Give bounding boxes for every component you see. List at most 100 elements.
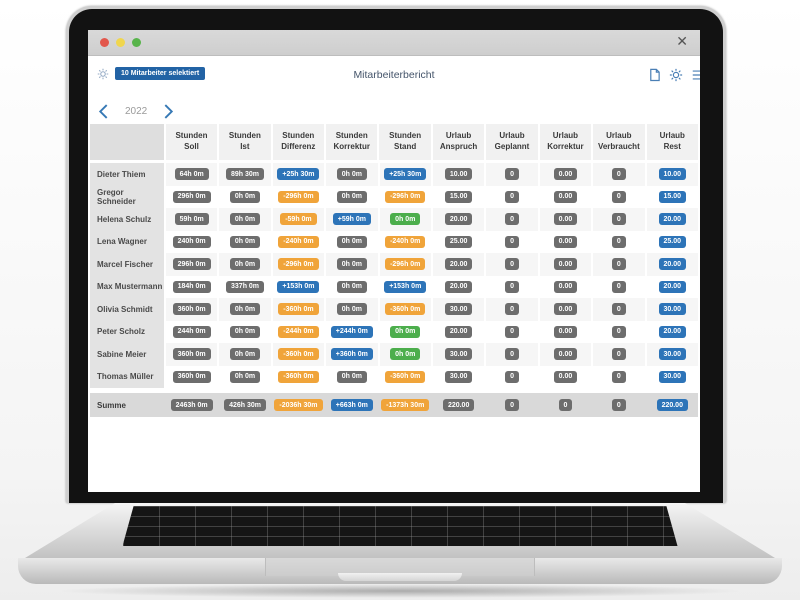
table-row[interactable]: Peter Scholz 244h 0m 0h 0m -244h 0m +244h 0m… — [90, 320, 698, 343]
app-window: ✕ 10 Mitarbeiter selektiert Mitarbeiterb… — [88, 30, 700, 492]
maximize-traffic-light[interactable] — [132, 38, 141, 47]
value-cell: 0h 0m — [219, 298, 271, 321]
value-cell: 0h 0m — [379, 343, 431, 366]
value-cell: -240h 0m — [379, 230, 431, 253]
value-badge: 0 — [558, 399, 573, 411]
settings-gear-icon-left[interactable] — [97, 68, 109, 80]
value-cell: 30.00 — [432, 298, 485, 321]
selected-employees-badge[interactable]: 10 Mitarbeiter selektiert — [115, 67, 206, 80]
value-cell: 64h 0m — [165, 163, 218, 186]
table-row[interactable]: Thomas Müller 360h 0m 0h 0m -360h 0m 0h 0m -3… — [90, 365, 698, 388]
laptop-shadow — [55, 584, 745, 598]
value-badge: 0 — [505, 303, 520, 316]
table-header-row: Stunden Soll Stunden Ist Stunden Differenz Stu… — [90, 124, 698, 160]
settings-gear-icon-right[interactable] — [669, 68, 683, 82]
value-badge: 0 — [505, 399, 520, 411]
value-cell: -360h 0m — [379, 365, 431, 388]
list-menu-icon[interactable] — [691, 68, 700, 82]
table-summary: Summe 2463h 0m 426h 30m -2036h 30m +663h 0m -… — [90, 393, 698, 417]
value-badge: 64h 0m — [174, 168, 209, 181]
table-row[interactable]: Max Mustermann 184h 0m 337h 0m +153h 0m 0h 0… — [90, 275, 698, 298]
value-badge: 0h 0m — [336, 370, 367, 383]
value-badge: -296h 0m — [385, 190, 426, 203]
value-badge: -240h 0m — [385, 235, 426, 248]
value-badge: -59h 0m — [280, 213, 317, 226]
value-cell: 0 — [593, 253, 645, 276]
value-badge: 0 — [611, 280, 626, 293]
close-traffic-light[interactable] — [100, 38, 109, 47]
value-badge: +59h 0m — [332, 213, 371, 226]
value-cell: 30.00 — [646, 343, 698, 366]
value-cell: 426h 30m — [219, 393, 271, 417]
table-row[interactable]: Sabine Meier 360h 0m 0h 0m -360h 0m +360h 0m… — [90, 343, 698, 366]
value-badge: +25h 30m — [277, 168, 320, 181]
value-badge: -240h 0m — [278, 235, 319, 248]
value-badge: 0h 0m — [229, 258, 261, 271]
value-badge: 0.00 — [553, 168, 578, 181]
value-cell: -360h 0m — [272, 343, 325, 366]
employee-name: Olivia Schmidt — [90, 298, 164, 321]
value-cell: 0h 0m — [326, 365, 378, 388]
value-cell: 0 — [486, 320, 538, 343]
copy-report-icon[interactable] — [648, 67, 661, 82]
table-row[interactable]: Olivia Schmidt 360h 0m 0h 0m -360h 0m 0h 0m -… — [90, 298, 698, 321]
laptop-keyboard-deck — [25, 503, 775, 558]
value-badge: 0 — [611, 168, 626, 181]
value-cell: 220.00 — [432, 393, 485, 417]
value-cell: -296h 0m — [379, 253, 431, 276]
value-badge: 0h 0m — [336, 235, 367, 248]
value-cell: 0 — [486, 163, 538, 186]
value-cell: 0 — [486, 185, 538, 208]
previous-year-chevron-icon[interactable] — [98, 103, 109, 119]
value-cell: 0 — [593, 393, 645, 417]
value-badge: 0 — [611, 258, 626, 271]
value-badge: 0.00 — [553, 190, 578, 203]
table-row[interactable]: Gregor Schneider 296h 0m 0h 0m -296h 0m 0h 0… — [90, 185, 698, 208]
value-cell: 0h 0m — [219, 208, 271, 231]
value-badge: 0.00 — [553, 258, 578, 271]
value-badge: 25.00 — [444, 235, 473, 248]
value-badge: 0 — [611, 235, 626, 248]
value-cell: 0 — [486, 275, 538, 298]
value-badge: -360h 0m — [385, 370, 426, 383]
value-cell: 20.00 — [432, 208, 485, 231]
value-badge: 30.00 — [658, 348, 687, 361]
value-badge: 59h 0m — [174, 213, 209, 226]
column-header: Urlaub Korrektur — [539, 124, 592, 160]
table-row[interactable]: Lena Wagner 240h 0m 0h 0m -240h 0m 0h 0m -240… — [90, 230, 698, 253]
value-badge: 0.00 — [553, 303, 578, 316]
value-badge: 0h 0m — [229, 235, 261, 248]
value-badge: 0 — [505, 235, 520, 248]
column-header: Urlaub Geplannt — [486, 124, 538, 160]
value-badge: 0 — [505, 168, 520, 181]
value-cell: 30.00 — [432, 343, 485, 366]
page-title: Mitarbeiterbericht — [353, 69, 435, 81]
value-cell: 0 — [486, 365, 538, 388]
value-cell: 0 — [593, 365, 645, 388]
value-cell: 184h 0m — [165, 275, 218, 298]
value-cell: 360h 0m — [165, 343, 218, 366]
minimize-traffic-light[interactable] — [116, 38, 125, 47]
value-badge: 0 — [611, 370, 626, 383]
value-cell: 0 — [593, 343, 645, 366]
column-header: Stunden Stand — [379, 124, 431, 160]
value-cell: 220.00 — [646, 393, 698, 417]
table-row[interactable]: Dieter Thiem 64h 0m 89h 30m +25h 30m 0h 0m +2… — [90, 163, 698, 186]
value-badge: 0 — [505, 348, 520, 361]
value-cell: -1373h 30m — [379, 393, 431, 417]
value-cell: +153h 0m — [272, 275, 325, 298]
value-cell: 0h 0m — [326, 298, 378, 321]
value-badge: 20.00 — [444, 325, 473, 338]
value-cell: 296h 0m — [165, 253, 218, 276]
value-badge: -296h 0m — [278, 258, 319, 271]
value-badge: +360h 0m — [330, 348, 373, 361]
close-icon[interactable]: ✕ — [676, 33, 688, 49]
table-row[interactable]: Marcel Fischer 296h 0m 0h 0m -296h 0m 0h 0m -… — [90, 253, 698, 276]
table-row[interactable]: Helena Schulz 59h 0m 0h 0m -59h 0m +59h 0m 0h… — [90, 208, 698, 231]
value-badge: 0 — [505, 213, 520, 226]
value-badge: 0h 0m — [390, 348, 421, 361]
value-badge: 0h 0m — [229, 325, 261, 338]
next-year-chevron-icon[interactable] — [163, 103, 174, 119]
employee-name: Dieter Thiem — [90, 163, 164, 186]
value-cell: 0 — [593, 298, 645, 321]
